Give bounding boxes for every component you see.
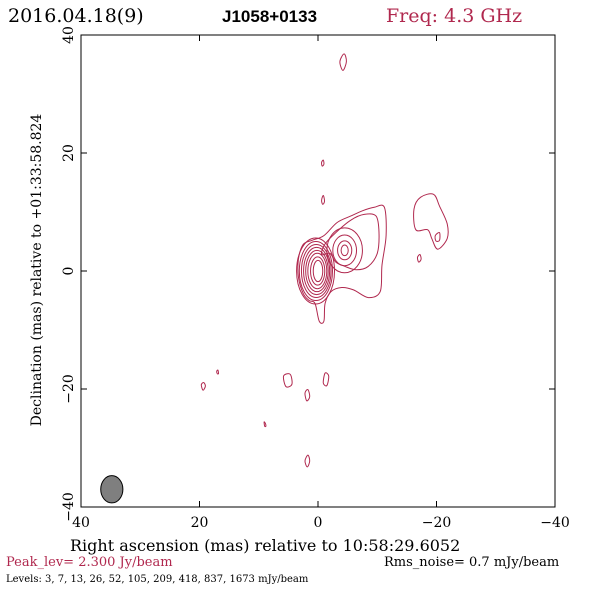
contour-island-east-small (416, 253, 422, 263)
contour-island-21 (304, 389, 311, 402)
contour-island-north-18 (321, 159, 325, 167)
contour-island-north-12 (321, 194, 326, 205)
y-tick-label: −40 (61, 492, 77, 522)
contour-island-sw-20 (200, 381, 206, 391)
peak-level: Peak_lev= 2.300 Jy/beam (6, 555, 173, 570)
y-tick-label: 20 (61, 144, 77, 162)
restoring-beam (100, 475, 124, 504)
contour-island-18b (322, 372, 330, 387)
x-tick-label: −20 (422, 515, 452, 531)
contour-island-26 (263, 421, 267, 428)
contour-core-jet-envelope (297, 204, 387, 324)
jet-component-contour (340, 244, 349, 257)
contour-island-18 (282, 373, 293, 388)
jet-component-contour (326, 227, 363, 274)
contour-island-north-35 (339, 53, 347, 71)
contour-eastern-feature (413, 193, 449, 250)
core-contour (303, 246, 331, 296)
source-name: J1058+0133 (222, 7, 317, 26)
core-contour (310, 256, 326, 286)
contour-eastern-feature-inner (434, 231, 441, 242)
core-contour (305, 249, 329, 293)
core-contour (296, 237, 336, 305)
x-axis-label: Right ascension (mas) relative to 10:58:… (70, 536, 460, 555)
jet-component-contour (332, 234, 358, 267)
frequency-label: Freq: 4.3 GHz (386, 5, 522, 27)
contour-island-17 (216, 369, 220, 375)
contour-jet-inner (320, 213, 380, 271)
x-tick-label: 0 (314, 515, 323, 531)
core-contour (307, 252, 328, 290)
observation-date: 2016.04.18(9) (8, 5, 144, 27)
rms-noise: Rms_noise= 0.7 mJy/beam (384, 555, 559, 570)
core-contour (298, 241, 333, 301)
jet-component-contour (337, 240, 353, 261)
y-tick-label: 0 (61, 267, 77, 276)
core-contour (312, 259, 324, 283)
y-tick-label: −20 (61, 374, 77, 404)
x-tick-label: 20 (191, 515, 209, 531)
core-contour (300, 243, 332, 299)
x-tick-label: −40 (540, 515, 570, 531)
plot-frame (80, 34, 556, 508)
x-tick-label: 40 (72, 515, 90, 531)
contour-island-32 (304, 454, 311, 468)
plot-area: 40 20 0 −20 −40 −40 −20 0 20 40 (61, 26, 570, 531)
y-axis-label: Declination (mas) relative to +01:33:58.… (29, 114, 45, 427)
contour-levels: Levels: 3, 7, 13, 26, 52, 105, 209, 418,… (6, 574, 309, 585)
y-tick-label: 40 (61, 26, 77, 44)
